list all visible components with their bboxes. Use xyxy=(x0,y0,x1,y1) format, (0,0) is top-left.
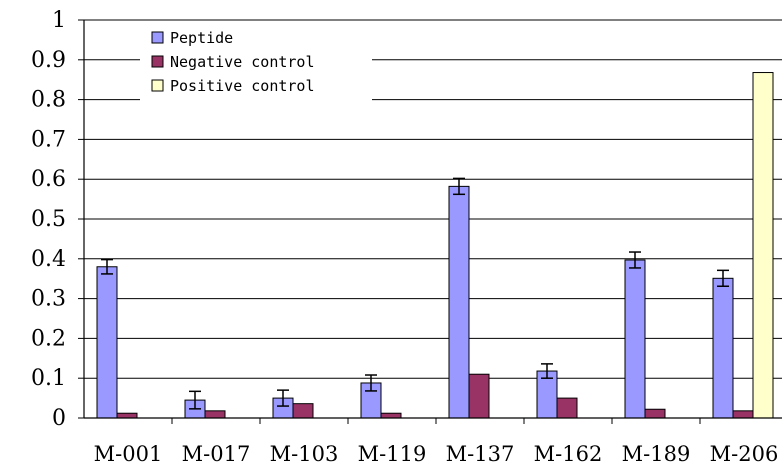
x-tick-label: M-206 xyxy=(710,442,779,466)
x-tick-label: M-001 xyxy=(94,442,163,466)
y-tick-label: 0.3 xyxy=(31,287,66,312)
y-tick-label: 0.2 xyxy=(31,326,66,351)
y-tick-label: 0.1 xyxy=(31,366,66,391)
error-bar-m-162 xyxy=(541,363,553,379)
bar-peptide-m-001 xyxy=(96,266,118,419)
y-tick-label: 1 xyxy=(52,8,66,33)
error-bar-m-119 xyxy=(365,374,377,392)
y-tick-label: 0.8 xyxy=(31,88,66,113)
y-tick-label: 0.5 xyxy=(31,207,66,232)
error-bar-m-206 xyxy=(717,269,729,288)
legend: Peptide Negative control Positive contro… xyxy=(140,22,372,102)
gridlines xyxy=(84,19,782,379)
y-tick-label: 0 xyxy=(52,406,66,431)
bar-negative-control-m-119 xyxy=(380,412,402,419)
error-bars xyxy=(101,177,729,410)
axes xyxy=(78,19,782,424)
bars xyxy=(96,72,774,419)
x-tick-labels: M-001 M-017 M-103 M-119 M-137 M-162 M-189 M-206 xyxy=(94,442,779,466)
x-tick-label: M-119 xyxy=(358,442,427,466)
x-tick-label: M-189 xyxy=(622,442,691,466)
bar-negative-control-m-001 xyxy=(116,412,138,419)
bar-peptide-m-137 xyxy=(448,185,470,419)
error-bar-m-103 xyxy=(277,389,289,407)
error-bar-m-001 xyxy=(101,258,113,275)
bar-negative-control-m-162 xyxy=(556,397,578,419)
legend-label-peptide: Peptide xyxy=(170,29,233,47)
legend-entry-positive-control: Positive control xyxy=(151,77,315,95)
bar-negative-control-m-206 xyxy=(732,410,754,419)
bar-positive-control-m-206 xyxy=(752,72,774,419)
x-tick-label: M-137 xyxy=(446,442,515,466)
error-bar-m-189 xyxy=(629,251,641,269)
bar-negative-control-m-137 xyxy=(468,373,490,419)
bar-peptide-m-206 xyxy=(712,277,734,419)
bar-peptide-m-189 xyxy=(624,259,646,419)
legend-box xyxy=(140,22,372,102)
legend-label-positive-control: Positive control xyxy=(170,77,315,95)
legend-swatch-negative-control xyxy=(151,55,164,68)
bar-negative-control-m-017 xyxy=(204,410,226,419)
x-tick-label: M-017 xyxy=(182,442,251,466)
x-tick-label: M-103 xyxy=(270,442,339,466)
legend-swatch-peptide xyxy=(151,31,164,44)
legend-swatch-positive-control xyxy=(151,79,164,92)
legend-entry-peptide: Peptide xyxy=(151,29,233,47)
y-tick-label: 0.6 xyxy=(31,167,66,192)
y-tick-label: 0.7 xyxy=(31,127,66,152)
y-tick-label: 0.9 xyxy=(31,48,66,73)
legend-entry-negative-control: Negative control xyxy=(151,53,315,71)
error-bar-m-137 xyxy=(453,177,465,196)
bar-negative-control-m-189 xyxy=(644,408,666,419)
y-tick-label: 0.4 xyxy=(31,247,66,272)
legend-label-negative-control: Negative control xyxy=(170,53,315,71)
x-tick-label: M-162 xyxy=(534,442,603,466)
bar-negative-control-m-103 xyxy=(292,403,314,419)
y-tick-labels: 0 0.1 0.2 0.3 0.4 0.5 0.6 0.7 0.8 0.9 1 xyxy=(31,8,66,431)
error-bar-m-017 xyxy=(189,390,201,410)
